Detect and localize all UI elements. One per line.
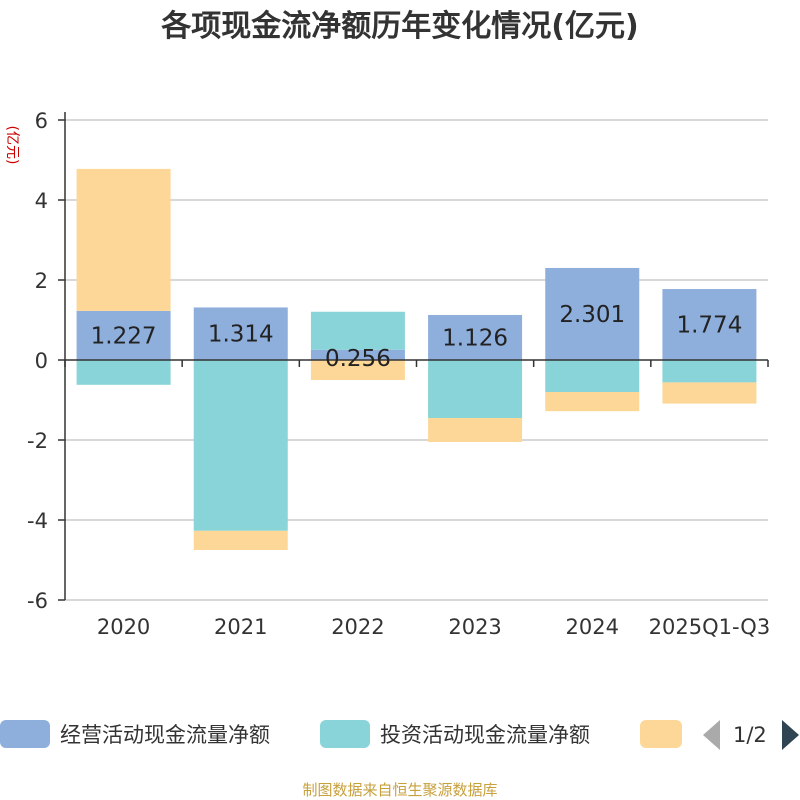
- bar-investing[interactable]: [310, 311, 405, 350]
- y-tick-label: -6: [27, 589, 48, 613]
- bar-investing[interactable]: [76, 360, 171, 385]
- data-labels-group: 1.227 1.314 0.256 1.126 2.301 1.774: [91, 302, 743, 372]
- bar-financing[interactable]: [545, 392, 640, 412]
- y-tick-label: -4: [27, 509, 48, 533]
- bar-value-label: 2.301: [559, 302, 625, 328]
- x-tick-label: 2020: [97, 615, 150, 639]
- bar-operating[interactable]: [76, 310, 171, 360]
- bar-investing[interactable]: [428, 360, 523, 418]
- y-tick-label: -2: [27, 429, 48, 453]
- source-footnote: 制图数据来自恒生聚源数据库: [302, 781, 497, 799]
- bar-operating[interactable]: [310, 349, 405, 360]
- x-tick-label: 2023: [448, 615, 501, 639]
- bar-financing[interactable]: [193, 530, 288, 550]
- legend-swatch-financing[interactable]: [640, 720, 682, 748]
- grid-lines: [65, 119, 768, 601]
- x-tick-label: 2022: [331, 615, 384, 639]
- x-tick-label: 2025Q1-Q3: [649, 615, 771, 639]
- bar-operating[interactable]: [193, 307, 288, 360]
- y-tick-label: 2: [35, 269, 48, 293]
- x-tick-label: 2024: [566, 615, 619, 639]
- bars-group: [76, 168, 757, 550]
- bar-operating[interactable]: [662, 289, 757, 360]
- legend-next-page-icon[interactable]: [782, 720, 799, 750]
- bar-value-label: 1.126: [442, 325, 508, 351]
- legend-label-investing[interactable]: 投资活动现金流量净额: [380, 723, 590, 747]
- x-tick-label: 2021: [214, 615, 267, 639]
- legend-page-indicator: 1/2: [733, 723, 767, 747]
- bar-financing[interactable]: [310, 360, 405, 380]
- bar-value-label: 1.774: [676, 313, 742, 339]
- bar-operating[interactable]: [545, 267, 640, 360]
- bar-financing[interactable]: [76, 168, 171, 311]
- y-tick-label: 0: [35, 349, 48, 373]
- chart-title: 各项现金流净额历年变化情况(亿元): [160, 9, 638, 44]
- bar-investing[interactable]: [662, 360, 757, 383]
- y-tick-label: 4: [35, 189, 48, 213]
- bar-financing[interactable]: [428, 418, 523, 442]
- bar-investing[interactable]: [193, 360, 288, 531]
- bar-value-label: 0.256: [325, 346, 391, 372]
- bar-value-label: 1.227: [91, 323, 157, 349]
- legend-swatch-operating[interactable]: [0, 720, 50, 748]
- axes-group: 6 4 2 0 -2 -4 -6 2020 2021 2022 2023 2024 2025Q1-Q3: [27, 109, 770, 639]
- legend-prev-page-icon[interactable]: [703, 720, 720, 750]
- legend-swatch-investing[interactable]: [320, 720, 370, 748]
- bar-investing[interactable]: [545, 360, 640, 392]
- legend-label-operating[interactable]: 经营活动现金流量净额: [60, 723, 270, 747]
- bar-value-label: 1.314: [208, 322, 274, 348]
- y-axis-label: (亿元): [4, 126, 20, 165]
- legend: 经营活动现金流量净额 投资活动现金流量净额 1/2: [0, 720, 799, 750]
- bar-operating[interactable]: [428, 314, 523, 360]
- bar-financing[interactable]: [662, 382, 757, 404]
- y-tick-label: 6: [35, 109, 48, 133]
